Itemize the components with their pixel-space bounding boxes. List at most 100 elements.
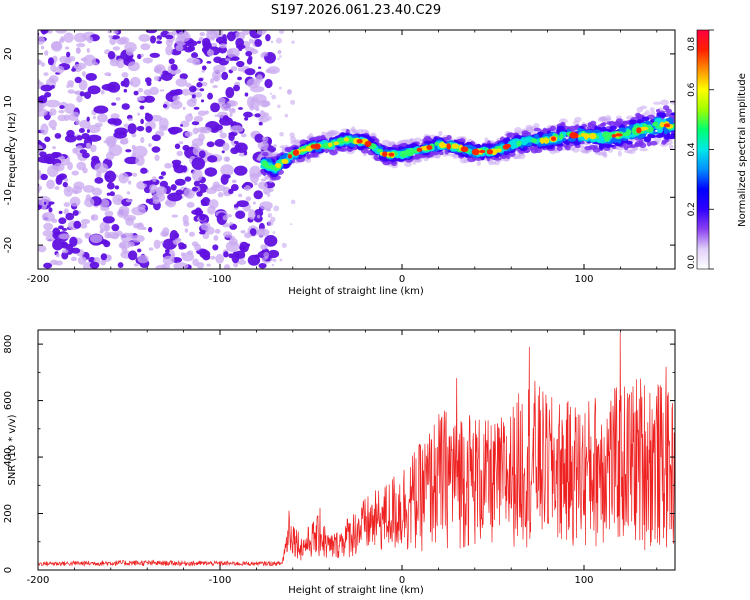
noise-blob [52, 146, 57, 150]
noise-blob [53, 152, 62, 158]
noise-blob [45, 99, 61, 108]
noise-blob [149, 52, 160, 58]
noise-blob [197, 110, 207, 117]
signal-blob [643, 136, 652, 143]
noise-blob [125, 47, 134, 56]
noise-blob [94, 162, 109, 174]
noise-blob [228, 188, 234, 195]
noise-blob [131, 234, 145, 243]
noise-blob [38, 184, 42, 192]
noise-blob [165, 45, 173, 56]
noise-blob [196, 262, 205, 269]
noise-blob [235, 37, 244, 48]
signal-blob [626, 140, 633, 145]
noise-blob [40, 123, 49, 136]
noise-blob [85, 73, 97, 81]
noise-blob [64, 178, 69, 182]
signal-blob [597, 151, 604, 156]
noise-blob [240, 229, 246, 234]
noise-blob [121, 103, 130, 110]
noise-blob [233, 140, 239, 145]
colorbar-strip [696, 29, 710, 270]
noise-blob [222, 115, 229, 120]
noise-blob [174, 178, 186, 186]
noise-blob [259, 201, 273, 211]
noise-blob [255, 30, 267, 36]
noise-blob [149, 35, 157, 44]
noise-blob [118, 205, 130, 217]
signal-band [260, 99, 675, 184]
noise-blob [261, 136, 266, 141]
noise-blob [43, 222, 54, 231]
y-tick-label: 800 [3, 335, 14, 354]
signal-blob [641, 116, 650, 122]
signal-blob [659, 121, 665, 128]
noise-blob [230, 183, 239, 192]
signal-blob [327, 142, 333, 147]
noise-blob [223, 231, 233, 238]
noise-blob [233, 165, 248, 176]
snr-axes: -200 -100 0 100 0 200 400 600 800 [3, 330, 675, 586]
signal-blob [604, 143, 612, 149]
noise-blob [93, 105, 109, 114]
noise-blob [153, 239, 161, 250]
noise-blob [214, 228, 221, 234]
noise-blob [270, 40, 274, 44]
noise-blob [140, 53, 144, 58]
noise-blob [106, 192, 111, 196]
noise-blob [233, 84, 241, 92]
noise-blob [127, 61, 140, 72]
noise-blob [201, 196, 211, 207]
noise-blob [142, 57, 153, 64]
signal-blob [447, 153, 456, 157]
noise-blob [266, 193, 271, 197]
noise-blob [258, 121, 263, 126]
noise-blob [291, 40, 295, 44]
noise-blob [254, 133, 264, 143]
signal-blob [577, 127, 582, 133]
noise-blob [38, 169, 42, 175]
signal-blob [533, 122, 540, 130]
noise-blob [191, 209, 204, 216]
noise-blob [55, 30, 67, 34]
noise-blob [267, 249, 280, 259]
noise-blob [208, 199, 219, 209]
noise-blob [38, 58, 41, 66]
noise-blob [264, 255, 269, 260]
noise-blob [115, 96, 121, 101]
noise-blob [136, 125, 145, 132]
noise-blob [193, 115, 204, 123]
noise-blob [256, 214, 261, 219]
noise-blob [246, 96, 255, 109]
noise-blob [256, 74, 263, 83]
noise-blob [40, 84, 53, 92]
signal-blob [438, 151, 444, 156]
noise-blob [272, 258, 277, 263]
signal-blob [543, 137, 550, 144]
noise-blob [184, 228, 189, 233]
noise-blob [206, 30, 215, 35]
noise-blob [62, 249, 69, 254]
signal-blob [343, 137, 350, 142]
noise-blob [212, 244, 219, 251]
noise-blob [176, 150, 183, 157]
noise-blob [209, 78, 214, 84]
noise-blob [235, 210, 246, 220]
noise-blob [52, 69, 57, 73]
noise-blob [178, 141, 184, 145]
noise-blob [214, 139, 226, 147]
noise-blob [48, 119, 57, 129]
signal-blob [324, 147, 329, 154]
noise-blob [145, 30, 158, 34]
y-tick-label: 200 [3, 504, 14, 523]
noise-blob [213, 75, 219, 82]
noise-blob [234, 250, 246, 259]
colorbar-tick-label: 0.0 [687, 255, 697, 270]
noise-blob [84, 232, 90, 237]
signal-blob [404, 161, 412, 167]
noise-blob [248, 38, 254, 44]
noise-blob [258, 181, 268, 190]
signal-blob [503, 143, 512, 148]
noise-blob [213, 235, 219, 241]
noise-blob [221, 105, 232, 111]
